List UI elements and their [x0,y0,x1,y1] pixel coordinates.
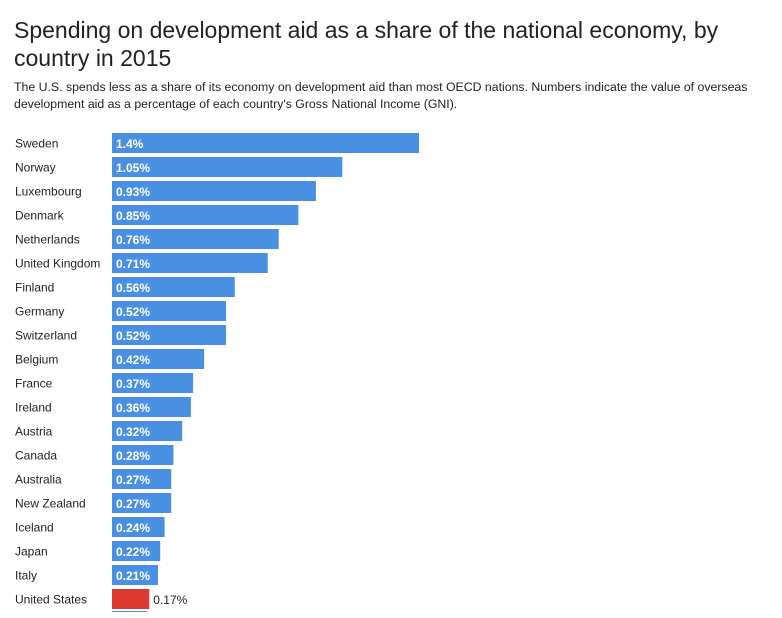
category-label-denmark: Denmark [15,209,65,223]
bar-united-kingdom [112,253,268,273]
value-label-finland: 0.56% [116,281,150,295]
bar-luxembourg [112,181,316,201]
category-label-finland: Finland [15,281,54,295]
category-label-italy: Italy [15,569,37,583]
category-label-switzerland: Switzerland [15,329,77,343]
value-label-ireland: 0.36% [116,401,150,415]
bar-germany [112,301,226,321]
value-label-united-states: 0.17% [153,593,187,607]
bar-new-zealand [112,493,172,513]
category-label-germany: Germany [15,305,64,319]
category-label-new-zealand: New Zealand [15,497,86,511]
category-label-norway: Norway [15,161,56,175]
bar-denmark [112,205,299,225]
value-label-belgium: 0.42% [116,353,150,367]
category-label-canada: Canada [15,449,57,463]
value-label-italy: 0.21% [116,569,150,583]
category-label-austria: Austria [15,425,53,439]
value-label-new-zealand: 0.27% [116,497,150,511]
bar-austria [112,421,183,441]
value-label-canada: 0.28% [116,449,150,463]
value-label-sweden: 1.4% [116,137,144,151]
value-label-luxembourg: 0.93% [116,185,150,199]
bar-japan [112,541,161,561]
bar-iceland [112,517,165,537]
value-label-iceland: 0.24% [116,521,150,535]
category-label-netherlands: Netherlands [15,233,80,247]
value-label-united-kingdom: 0.71% [116,257,150,271]
category-label-japan: Japan [15,545,48,559]
value-label-france: 0.37% [116,377,150,391]
value-label-austria: 0.32% [116,425,150,439]
category-label-france: France [15,377,53,391]
bar-belgium [112,349,205,369]
category-label-luxembourg: Luxembourg [15,185,82,199]
bar-canada [112,445,174,465]
bar-france [112,373,194,393]
value-label-netherlands: 0.76% [116,233,150,247]
bar-switzerland [112,325,226,345]
value-label-norway: 1.05% [116,161,150,175]
category-label-ireland: Ireland [15,401,52,415]
bar-australia [112,469,172,489]
chart-subtitle: The U.S. spends less as a share of its e… [14,80,748,111]
category-label-united-kingdom: United Kingdom [15,257,100,271]
bar-italy [112,565,158,585]
category-label-united-states: United States [15,593,87,607]
value-label-denmark: 0.85% [116,209,150,223]
category-label-iceland: Iceland [15,521,54,535]
value-label-australia: 0.27% [116,473,150,487]
value-label-germany: 0.52% [116,305,150,319]
category-label-belgium: Belgium [15,353,58,367]
bar-norway [112,157,343,177]
chart-title: Spending on development aid as a share o… [14,17,719,71]
bar-sweden [112,133,419,153]
category-label-sweden: Sweden [15,137,58,151]
bar-netherlands [112,229,279,249]
bar-ireland [112,397,191,417]
value-label-japan: 0.22% [116,545,150,559]
category-label-australia: Australia [15,473,62,487]
bar-finland [112,277,235,297]
bar-united-states [112,589,150,609]
value-label-switzerland: 0.52% [116,329,150,343]
